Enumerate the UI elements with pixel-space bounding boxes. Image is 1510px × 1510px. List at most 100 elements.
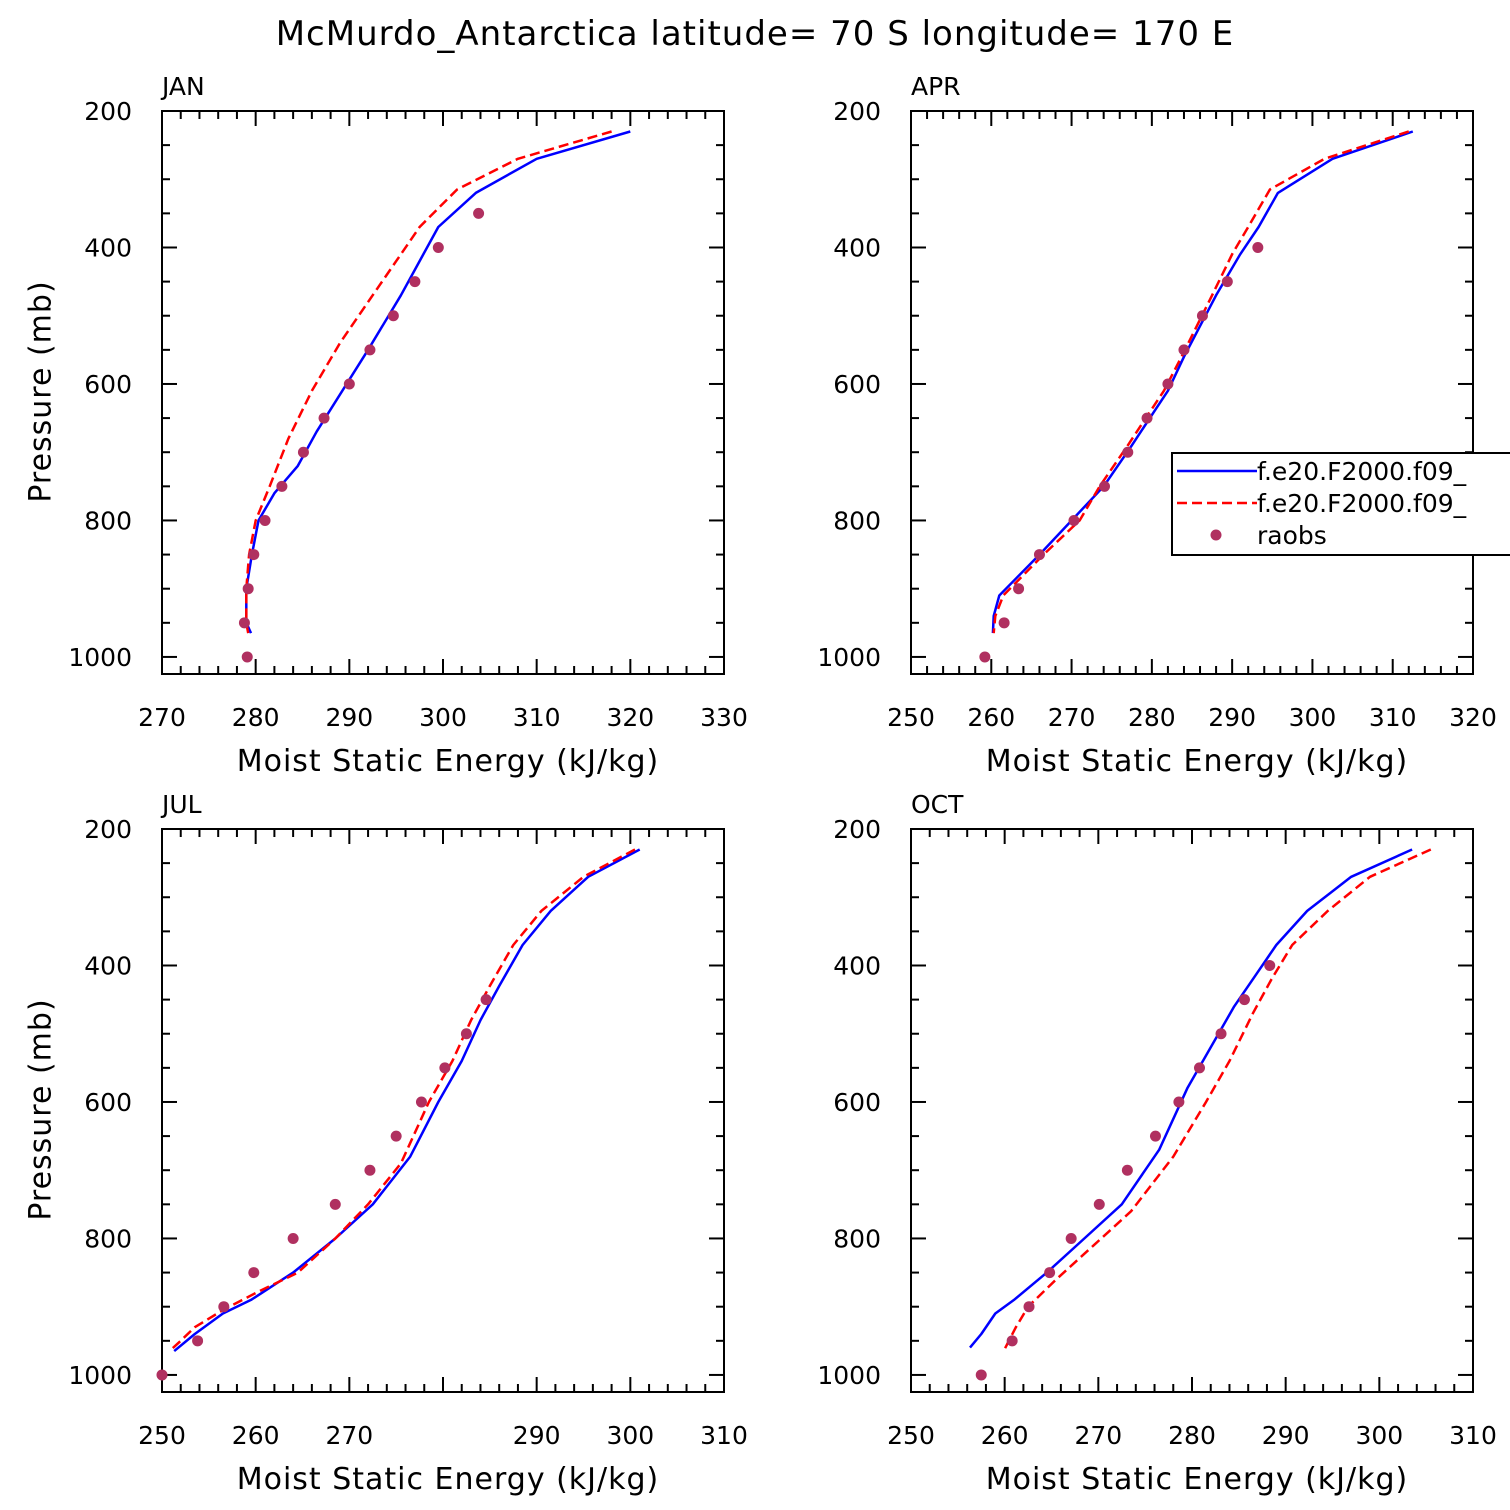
obs-point xyxy=(409,276,421,288)
x-tick-label: 270 xyxy=(1074,1421,1122,1450)
x-tick-label: 320 xyxy=(606,703,654,732)
series-line-1 xyxy=(991,130,1414,634)
obs-point xyxy=(975,1369,987,1381)
obs-point xyxy=(1068,514,1080,526)
x-tick-label: 250 xyxy=(887,1421,935,1450)
chart-panels: JAN 270 280 290 300 310 320 330 200 400 600 800 1000… xyxy=(24,72,1510,1497)
y-axis-label: Pressure (mb) xyxy=(24,998,59,1220)
x-axis-label: Moist Static Energy (kJ/kg) xyxy=(986,1462,1409,1497)
figure-title: McMurdo_Antarctica latitude= 70 S longit… xyxy=(276,14,1235,54)
obs-point xyxy=(1264,959,1276,971)
obs-point xyxy=(1023,1301,1035,1313)
y-tick-label: 600 xyxy=(833,370,881,399)
x-tick-label: 280 xyxy=(1168,1421,1216,1450)
obs-point xyxy=(318,412,330,424)
x-tick-label: 270 xyxy=(138,703,186,732)
obs-point xyxy=(460,1028,472,1040)
obs-point xyxy=(998,617,1010,629)
obs-point xyxy=(1178,344,1190,356)
x-tick-label: 310 xyxy=(1369,703,1417,732)
x-tick-label: 270 xyxy=(1048,703,1096,732)
x-tick-label: 280 xyxy=(232,703,280,732)
obs-point xyxy=(473,207,485,219)
obs-point xyxy=(259,514,271,526)
x-tick-label: 310 xyxy=(513,703,561,732)
obs-point xyxy=(439,1062,451,1074)
legend-label: raobs xyxy=(1257,521,1327,550)
series-line-2 xyxy=(1003,848,1432,1350)
panel-title: JAN xyxy=(160,72,205,101)
y-tick-label: 200 xyxy=(84,815,132,844)
y-tick-label: 600 xyxy=(84,370,132,399)
x-tick-label: 290 xyxy=(325,703,373,732)
plot-frame xyxy=(910,110,1474,675)
obs-point xyxy=(1221,276,1233,288)
legend-label: f.e20.F2000.f09_ xyxy=(1257,457,1467,486)
obs-point xyxy=(387,310,399,322)
x-tick-label: 250 xyxy=(138,1421,186,1450)
obs-point xyxy=(1013,583,1025,595)
y-tick-label: 1000 xyxy=(817,643,881,672)
obs-point xyxy=(979,651,991,663)
x-tick-label: 310 xyxy=(1449,1421,1497,1450)
obs-point xyxy=(1121,1164,1133,1176)
obs-point xyxy=(1196,310,1208,322)
x-tick-label: 300 xyxy=(1355,1421,1403,1450)
obs-point xyxy=(297,446,309,458)
x-tick-label: 260 xyxy=(232,1421,280,1450)
y-tick-label: 400 xyxy=(833,233,881,262)
x-tick-label: 280 xyxy=(1128,703,1176,732)
panel-oct: OCT 250 260 270 280 290 300 310 200 400 600 800 1000… xyxy=(817,790,1496,1497)
y-axis-label: Pressure (mb) xyxy=(24,280,59,502)
obs-point xyxy=(1122,446,1134,458)
x-tick-label: 330 xyxy=(700,703,748,732)
x-tick-label: 310 xyxy=(700,1421,748,1450)
obs-point xyxy=(241,651,253,663)
legend-marker xyxy=(1210,529,1222,541)
obs-point xyxy=(242,583,254,595)
y-tick-label: 800 xyxy=(84,506,132,535)
obs-point xyxy=(192,1335,204,1347)
obs-point xyxy=(248,1267,260,1279)
y-tick-label: 200 xyxy=(833,815,881,844)
obs-point xyxy=(1006,1335,1018,1347)
obs-point xyxy=(156,1369,168,1381)
obs-point xyxy=(238,617,250,629)
y-tick-label: 400 xyxy=(84,233,132,262)
obs-point xyxy=(1065,1232,1077,1244)
obs-point xyxy=(1044,1267,1056,1279)
panel-title: OCT xyxy=(911,790,964,819)
panel-apr: APR 250 260 270 280 290 300 310 320 200 400 600 800 1… xyxy=(817,72,1496,779)
y-tick-label: 400 xyxy=(84,951,132,980)
y-tick-label: 400 xyxy=(833,951,881,980)
series-line-1 xyxy=(969,848,1413,1349)
series-line-2 xyxy=(168,848,636,1353)
obs-point xyxy=(1173,1096,1185,1108)
plot-frame xyxy=(910,828,1474,1393)
series-line-2 xyxy=(245,130,612,634)
panel-title: JUL xyxy=(160,790,202,819)
panel-title: APR xyxy=(911,72,961,101)
obs-point xyxy=(415,1096,427,1108)
x-tick-label: 300 xyxy=(606,1421,654,1450)
x-tick-label: 270 xyxy=(325,1421,373,1450)
series-line-1 xyxy=(173,848,641,1353)
obs-point xyxy=(480,994,492,1006)
obs-point xyxy=(432,241,444,253)
obs-point xyxy=(1238,994,1250,1006)
y-tick-label: 200 xyxy=(84,97,132,126)
x-tick-label: 290 xyxy=(513,1421,561,1450)
obs-point xyxy=(1093,1198,1105,1210)
x-tick-label: 290 xyxy=(1262,1421,1310,1450)
y-tick-label: 1000 xyxy=(68,1361,132,1390)
y-tick-label: 800 xyxy=(833,506,881,535)
plot-frame xyxy=(161,828,725,1393)
obs-point xyxy=(364,1164,376,1176)
obs-point xyxy=(329,1198,341,1210)
obs-point xyxy=(343,378,355,390)
obs-point xyxy=(1252,241,1264,253)
obs-point xyxy=(218,1301,230,1313)
panel-jul: JUL 250 260 270 290 300 310 200 400 600 800 1000 Moi… xyxy=(24,790,748,1497)
y-tick-label: 600 xyxy=(833,1088,881,1117)
